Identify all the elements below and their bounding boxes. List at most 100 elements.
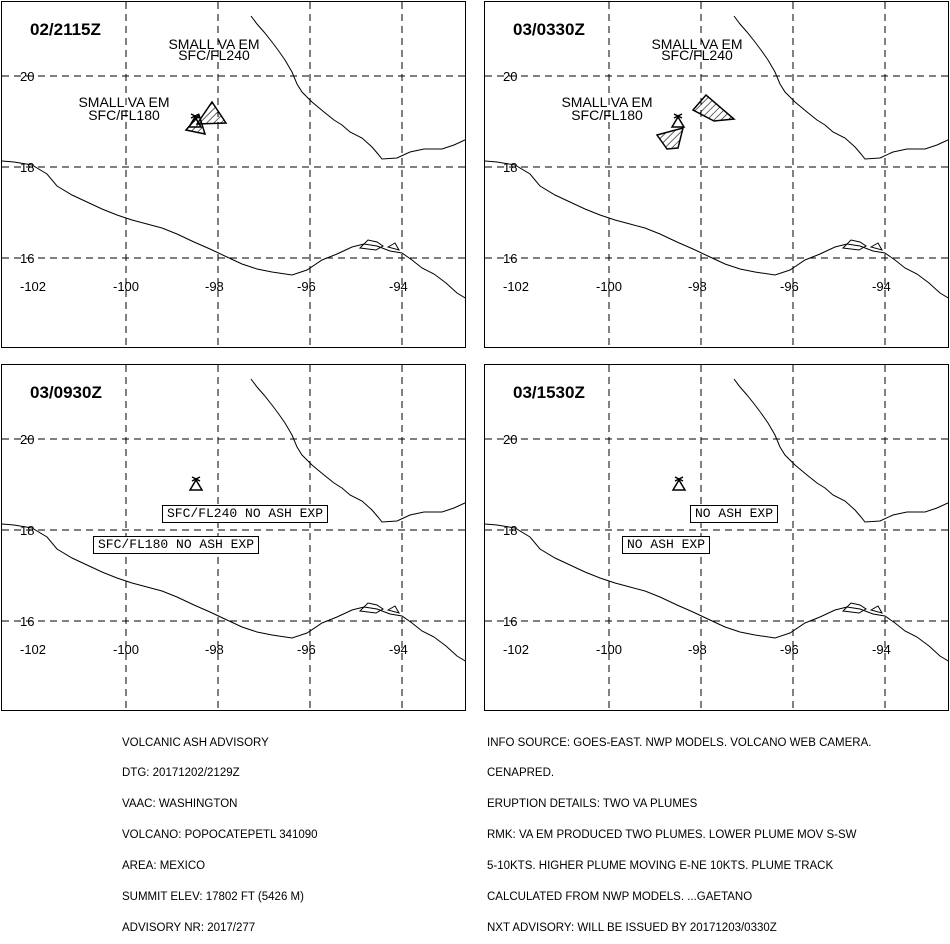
pacific-coastline <box>485 523 948 662</box>
ash-plume-low <box>655 126 685 150</box>
lon-tick-label: -98 <box>205 642 224 657</box>
volcano-triangle <box>670 115 686 128</box>
lat-tick-label: 18 <box>503 160 517 175</box>
advisory-line: RMK: VA EM PRODUCED TWO PLUMES. LOWER PL… <box>487 829 857 842</box>
ash-plume-high <box>691 93 736 122</box>
lon-tick-label: -100 <box>113 642 139 657</box>
advisory-line: CALCULATED FROM NWP MODELS. ...GAETANO <box>487 891 753 904</box>
gulf-coastline <box>733 378 948 523</box>
advisory-line: ADVISORY NR: 2017/277 <box>122 921 256 934</box>
plume-label-line: SMALL VA EM <box>168 36 259 52</box>
coast-feature <box>841 602 867 614</box>
advisory-header-block: VOLCANIC ASH ADVISORY DTG: 20171202/2129… <box>122 717 318 944</box>
no-ash-label: SFC/FL180 NO ASH EXP <box>93 536 260 554</box>
plume-label-line: SFC/FL240 <box>661 47 733 63</box>
lat-tick-label: 20 <box>20 69 34 84</box>
pacific-coastline <box>485 160 948 299</box>
volcano-triangle <box>188 478 204 491</box>
lon-tick-label: -96 <box>780 642 799 657</box>
advisory-line: DTG: 20171202/2129Z <box>122 767 240 780</box>
map-svg: 20 18 16 -102 -100 -98 -96 -94 <box>485 365 948 710</box>
lat-tick-label: 20 <box>503 69 517 84</box>
pacific-coastline <box>2 160 465 299</box>
advisory-line: NXT ADVISORY: WILL BE ISSUED BY 20171203… <box>487 921 777 934</box>
lon-tick-label: -96 <box>780 279 799 294</box>
volcano-icon <box>188 476 204 491</box>
advisory-line: 5-10KTS. HIGHER PLUME MOVING E-NE 10KTS.… <box>487 860 834 873</box>
ash-plume-high <box>195 100 228 125</box>
advisory-line: VOLCANIC ASH ADVISORY <box>122 736 269 749</box>
lat-tick-label: 16 <box>503 251 517 266</box>
coastline <box>485 378 948 662</box>
volcano-triangle <box>671 478 687 491</box>
map-svg: 20 18 16 -102 -100 -98 -96 -94 SMALL VA EM SFC/… <box>2 2 465 347</box>
tick-labels: 20 18 16 -102 -100 -98 -96 -94 <box>20 69 408 294</box>
volcano-mark <box>191 476 201 482</box>
lon-tick-label: -102 <box>503 642 529 657</box>
lat-tick-label: 16 <box>503 614 517 629</box>
no-ash-label: NO ASH EXP <box>622 536 711 554</box>
gulf-coastline <box>250 378 465 523</box>
lat-tick-label: 16 <box>20 251 34 266</box>
coast-feature <box>841 239 867 251</box>
plume-label-line: SMALL VA EM <box>561 94 652 110</box>
coastline <box>2 15 465 299</box>
map-svg: 20 18 16 -102 -100 -98 -96 -94 SMALL VA EM SFC/… <box>485 2 948 347</box>
map-panel-2: 20 18 16 -102 -100 -98 -96 -94 SMALL VA EM SFC/… <box>484 1 949 348</box>
no-ash-label: SFC/FL240 NO ASH EXP <box>162 505 329 523</box>
lon-tick-label: -94 <box>389 642 408 657</box>
coast-feature <box>869 242 884 251</box>
coast-feature <box>358 239 384 251</box>
lat-tick-label: 18 <box>20 160 34 175</box>
map-panel-4: 20 18 16 -102 -100 -98 -96 -94 03/1530Z NO ASH … <box>484 364 949 711</box>
graticule <box>2 2 465 347</box>
plume-label-line: SFC/FL180 <box>571 107 643 123</box>
gulf-coastline <box>250 15 465 160</box>
coast-feature <box>358 602 384 614</box>
coastline <box>485 15 948 299</box>
lat-tick-label: 18 <box>20 523 34 538</box>
tick-labels: 20 18 16 -102 -100 -98 -96 -94 <box>503 432 891 657</box>
lon-tick-label: -94 <box>872 642 891 657</box>
lon-tick-label: -94 <box>872 279 891 294</box>
volcano-icon <box>670 113 686 128</box>
graticule <box>485 2 948 347</box>
lon-tick-label: -94 <box>389 279 408 294</box>
volcano-icon <box>671 476 687 491</box>
advisory-line: INFO SOURCE: GOES-EAST. NWP MODELS. VOLC… <box>487 736 872 749</box>
lon-tick-label: -100 <box>113 279 139 294</box>
volcano-mark <box>673 113 683 119</box>
coast-feature <box>869 605 884 614</box>
lon-tick-label: -102 <box>20 642 46 657</box>
lon-tick-label: -102 <box>20 279 46 294</box>
volcano-mark <box>674 476 684 482</box>
lon-tick-label: -100 <box>596 279 622 294</box>
lon-tick-label: -102 <box>503 279 529 294</box>
plume-label-line: SMALL VA EM <box>78 94 169 110</box>
lon-tick-label: -98 <box>688 642 707 657</box>
lat-tick-label: 18 <box>503 523 517 538</box>
pacific-coastline <box>2 523 465 662</box>
advisory-line: VAAC: WASHINGTON <box>122 798 238 811</box>
plume-label-line: SMALL VA EM <box>651 36 742 52</box>
advisory-line: AREA: MEXICO <box>122 860 206 873</box>
map-panel-3: 20 18 16 -102 -100 -98 -96 -94 03/0930Z SFC/FL2… <box>1 364 466 711</box>
lon-tick-label: -98 <box>688 279 707 294</box>
panel-time: 02/2115Z <box>30 20 101 39</box>
coastline <box>2 378 465 662</box>
no-ash-label: NO ASH EXP <box>690 505 779 523</box>
plume-label-line: SFC/FL180 <box>88 107 160 123</box>
advisory-details-block: INFO SOURCE: GOES-EAST. NWP MODELS. VOLC… <box>487 717 871 944</box>
lon-tick-label: -100 <box>596 642 622 657</box>
panel-time: 03/0330Z <box>513 20 585 39</box>
ash-plume-low <box>184 113 207 135</box>
advisory-line: VOLCANO: POPOCATEPETL 341090 <box>122 829 318 842</box>
panel-time: 03/1530Z <box>513 383 585 402</box>
advisory-line: ERUPTION DETAILS: TWO VA PLUMES <box>487 798 698 811</box>
lon-tick-label: -98 <box>205 279 224 294</box>
panel-time: 03/0930Z <box>30 383 102 402</box>
advisory-line: SUMMIT ELEV: 17802 FT (5426 M) <box>122 891 304 904</box>
coast-feature <box>386 605 401 614</box>
advisory-line: CENAPRED. <box>487 767 555 780</box>
coast-feature <box>386 242 401 251</box>
